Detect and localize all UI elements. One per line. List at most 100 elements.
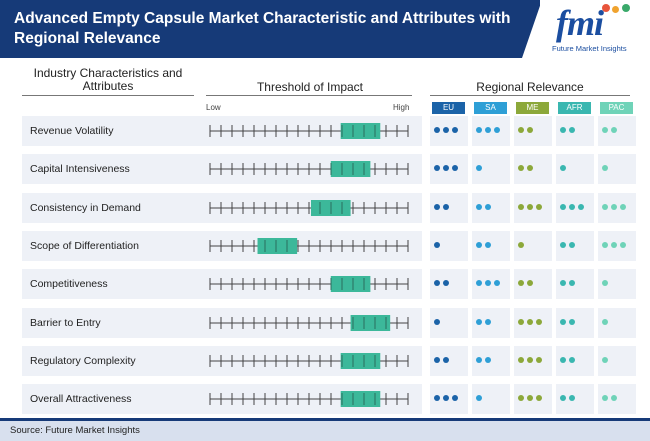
relevance-dot	[611, 395, 617, 402]
row-label: Overall Attractiveness	[30, 393, 132, 406]
region-cell-pac	[598, 192, 636, 223]
region-cell-me	[514, 230, 552, 261]
impact-bar	[340, 123, 381, 139]
relevance-dot	[434, 395, 440, 402]
region-tag-eu: EU	[432, 102, 465, 114]
region-cell-sa	[472, 269, 510, 300]
relevance-dot	[569, 127, 575, 133]
relevance-dot	[620, 203, 626, 210]
impact-scale	[209, 391, 409, 408]
impact-bar	[340, 391, 381, 408]
relevance-dot	[485, 241, 491, 248]
logo-panel	[540, 0, 650, 58]
relevance-dot	[485, 127, 491, 133]
row-label: Regulatory Complexity	[30, 354, 136, 367]
region-cell-pac	[598, 384, 636, 415]
relevance-dot	[527, 395, 533, 402]
region-cell-me	[514, 307, 552, 338]
region-cell-eu	[430, 345, 468, 376]
region-cell-afr	[556, 269, 594, 300]
relevance-dot	[560, 356, 566, 363]
region-cell-sa	[472, 192, 510, 223]
source-note: Source: Future Market Insights	[10, 425, 140, 436]
region-cell-pac	[598, 116, 636, 146]
relevance-dot	[527, 165, 533, 172]
relevance-dot	[527, 127, 533, 133]
regional-underline	[430, 95, 630, 96]
region-cell-me	[514, 384, 552, 415]
region-tag-pac: PAC	[600, 102, 633, 114]
relevance-dot	[476, 395, 482, 402]
relevance-dot	[494, 127, 500, 133]
relevance-dot	[443, 356, 449, 363]
relevance-dot	[569, 241, 575, 248]
characteristics-underline	[22, 95, 194, 96]
impact-scale	[209, 123, 409, 139]
impact-scale	[209, 161, 409, 178]
relevance-dot	[518, 165, 524, 172]
relevance-dot	[611, 127, 617, 133]
relevance-dot	[443, 165, 449, 172]
impact-bar	[257, 237, 298, 254]
region-cell-eu	[430, 384, 468, 415]
relevance-dot	[569, 203, 575, 210]
relevance-dot	[485, 203, 491, 210]
region-cell-eu	[430, 116, 468, 146]
low-label: Low	[206, 103, 221, 112]
relevance-dot	[494, 280, 500, 287]
impact-scale	[209, 314, 409, 331]
region-cell-afr	[556, 116, 594, 146]
relevance-dot	[602, 241, 608, 248]
relevance-dot	[518, 203, 524, 210]
relevance-dot	[434, 203, 440, 210]
relevance-dot	[536, 318, 542, 325]
relevance-dot	[452, 165, 458, 172]
page-title: Advanced Empty Capsule Market Characteri…	[14, 10, 511, 47]
impact-scale	[209, 352, 409, 369]
region-cell-me	[514, 192, 552, 223]
relevance-dot	[443, 280, 449, 287]
relevance-dot	[476, 127, 482, 133]
fmi-logo: fmi	[556, 3, 604, 43]
relevance-dot	[476, 241, 482, 248]
relevance-dot	[443, 395, 449, 402]
relevance-dot	[560, 395, 566, 402]
relevance-dot	[434, 165, 440, 172]
region-cell-afr	[556, 192, 594, 223]
region-cell-me	[514, 154, 552, 185]
relevance-dot	[602, 356, 608, 363]
characteristics-heading: Industry Characteristics and Attributes	[33, 66, 183, 93]
relevance-dot	[560, 127, 566, 133]
region-cell-sa	[472, 345, 510, 376]
region-cell-sa	[472, 307, 510, 338]
regional-heading: Regional Relevance	[476, 80, 584, 94]
impact-bar	[350, 314, 391, 331]
relevance-dot	[527, 318, 533, 325]
row-label: Barrier to Entry	[30, 316, 101, 329]
relevance-dot	[485, 318, 491, 325]
region-cell-afr	[556, 307, 594, 338]
region-cell-sa	[472, 230, 510, 261]
region-tag-sa: SA	[474, 102, 507, 114]
relevance-dot	[443, 203, 449, 210]
relevance-dot	[560, 318, 566, 325]
relevance-dot	[527, 356, 533, 363]
region-cell-sa	[472, 154, 510, 185]
relevance-dot	[434, 356, 440, 363]
region-cell-pac	[598, 154, 636, 185]
threshold-underline	[206, 95, 412, 96]
relevance-dot	[560, 280, 566, 287]
relevance-dot	[452, 395, 458, 402]
row-label: Competitiveness	[30, 278, 108, 291]
region-tag-me: ME	[516, 102, 549, 114]
relevance-dot	[518, 356, 524, 363]
relevance-dot	[434, 318, 440, 325]
relevance-dot	[452, 127, 458, 133]
region-cell-me	[514, 269, 552, 300]
relevance-dot	[476, 318, 482, 325]
region-cell-pac	[598, 269, 636, 300]
region-cell-pac	[598, 230, 636, 261]
relevance-dot	[536, 356, 542, 363]
relevance-dot	[569, 356, 575, 363]
relevance-dot	[518, 280, 524, 287]
